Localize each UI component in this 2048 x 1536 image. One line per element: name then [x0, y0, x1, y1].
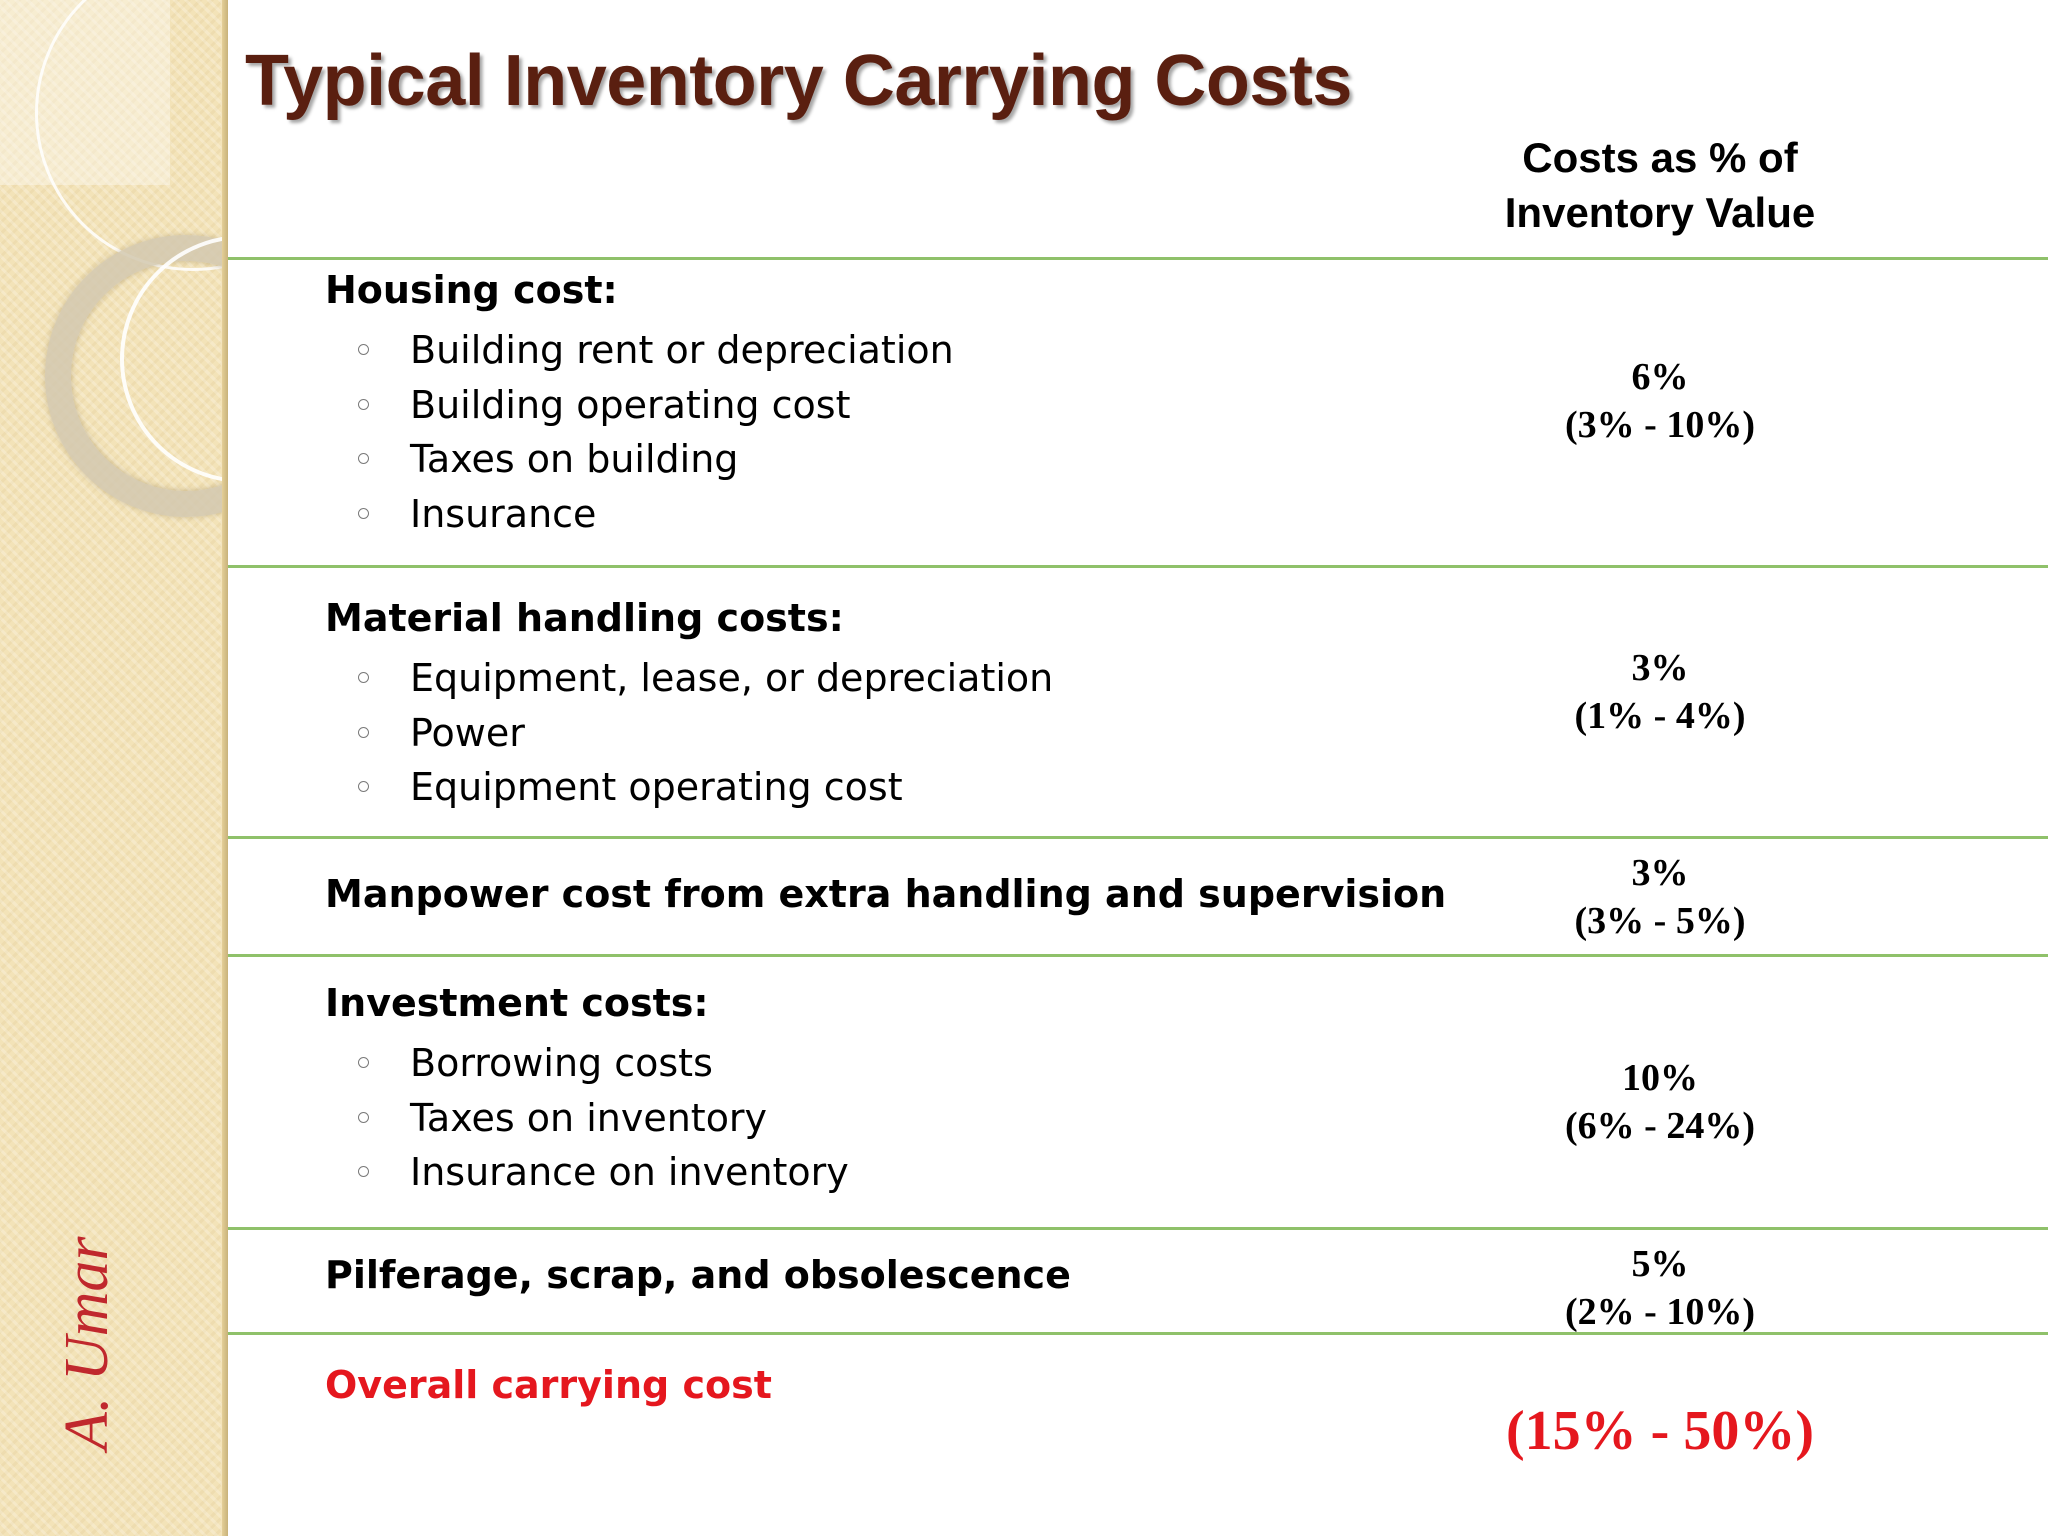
decor-ring [35, 0, 228, 271]
percent-value: 5% [1631, 1243, 1689, 1285]
list-item: Insurance on inventory [325, 1145, 849, 1200]
pilferage-percent: 5% (2% - 10%) [1440, 1240, 1880, 1336]
row-divider [228, 257, 2048, 260]
manpower-percent: 3% (3% - 5%) [1440, 849, 1880, 945]
list-item: Borrowing costs [325, 1036, 849, 1091]
list-item: Equipment, lease, or depreciation [325, 651, 1053, 706]
author-signature: A. Umar [53, 1236, 121, 1450]
category-pilferage: Pilferage, scrap, and obsolescence [325, 1253, 1071, 1297]
list-item: Insurance [325, 487, 954, 542]
row-divider [228, 836, 2048, 839]
row-divider [228, 565, 2048, 568]
row-divider [228, 954, 2048, 957]
row-divider [228, 1227, 2048, 1230]
column-header-line: Costs as % of [1522, 134, 1798, 181]
list-item: Power [325, 706, 1053, 761]
overall-range: (15% - 50%) [1506, 1400, 1814, 1462]
investment-items: Borrowing costs Taxes on inventory Insur… [325, 1036, 849, 1200]
material-handling-items: Equipment, lease, or depreciation Power … [325, 651, 1053, 815]
category-manpower: Manpower cost from extra handling and su… [325, 872, 1447, 916]
investment-percent: 10% (6% - 24%) [1440, 1054, 1880, 1150]
slide-title: Typical Inventory Carrying Costs [245, 41, 1352, 121]
percent-value: 6% [1631, 356, 1689, 398]
percent-range: (6% - 24%) [1565, 1105, 1755, 1147]
list-item: Equipment operating cost [325, 760, 1053, 815]
overall-label: Overall carrying cost [325, 1363, 772, 1407]
percent-value: 3% [1631, 852, 1689, 894]
column-header-line: Inventory Value [1504, 189, 1816, 236]
side-decoration [0, 0, 228, 1536]
column-header: Costs as % of Inventory Value [1440, 130, 1880, 240]
category-housing: Housing cost: [325, 268, 618, 312]
material-handling-percent: 3% (1% - 4%) [1440, 644, 1880, 740]
housing-percent: 6% (3% - 10%) [1440, 353, 1880, 449]
percent-range: (1% - 4%) [1574, 695, 1746, 737]
row-divider [228, 1332, 2048, 1335]
strip-edge [222, 0, 228, 1536]
list-item: Taxes on inventory [325, 1091, 849, 1146]
list-item: Building operating cost [325, 378, 954, 433]
list-item: Taxes on building [325, 432, 954, 487]
percent-range: (3% - 5%) [1574, 900, 1746, 942]
category-investment: Investment costs: [325, 981, 709, 1025]
percent-value: 3% [1631, 647, 1689, 689]
category-material-handling: Material handling costs: [325, 596, 844, 640]
percent-range: (3% - 10%) [1565, 404, 1755, 446]
list-item: Building rent or depreciation [325, 323, 954, 378]
percent-value: 10% [1622, 1057, 1698, 1099]
percent-range: (2% - 10%) [1565, 1291, 1755, 1333]
housing-items: Building rent or depreciation Building o… [325, 323, 954, 541]
